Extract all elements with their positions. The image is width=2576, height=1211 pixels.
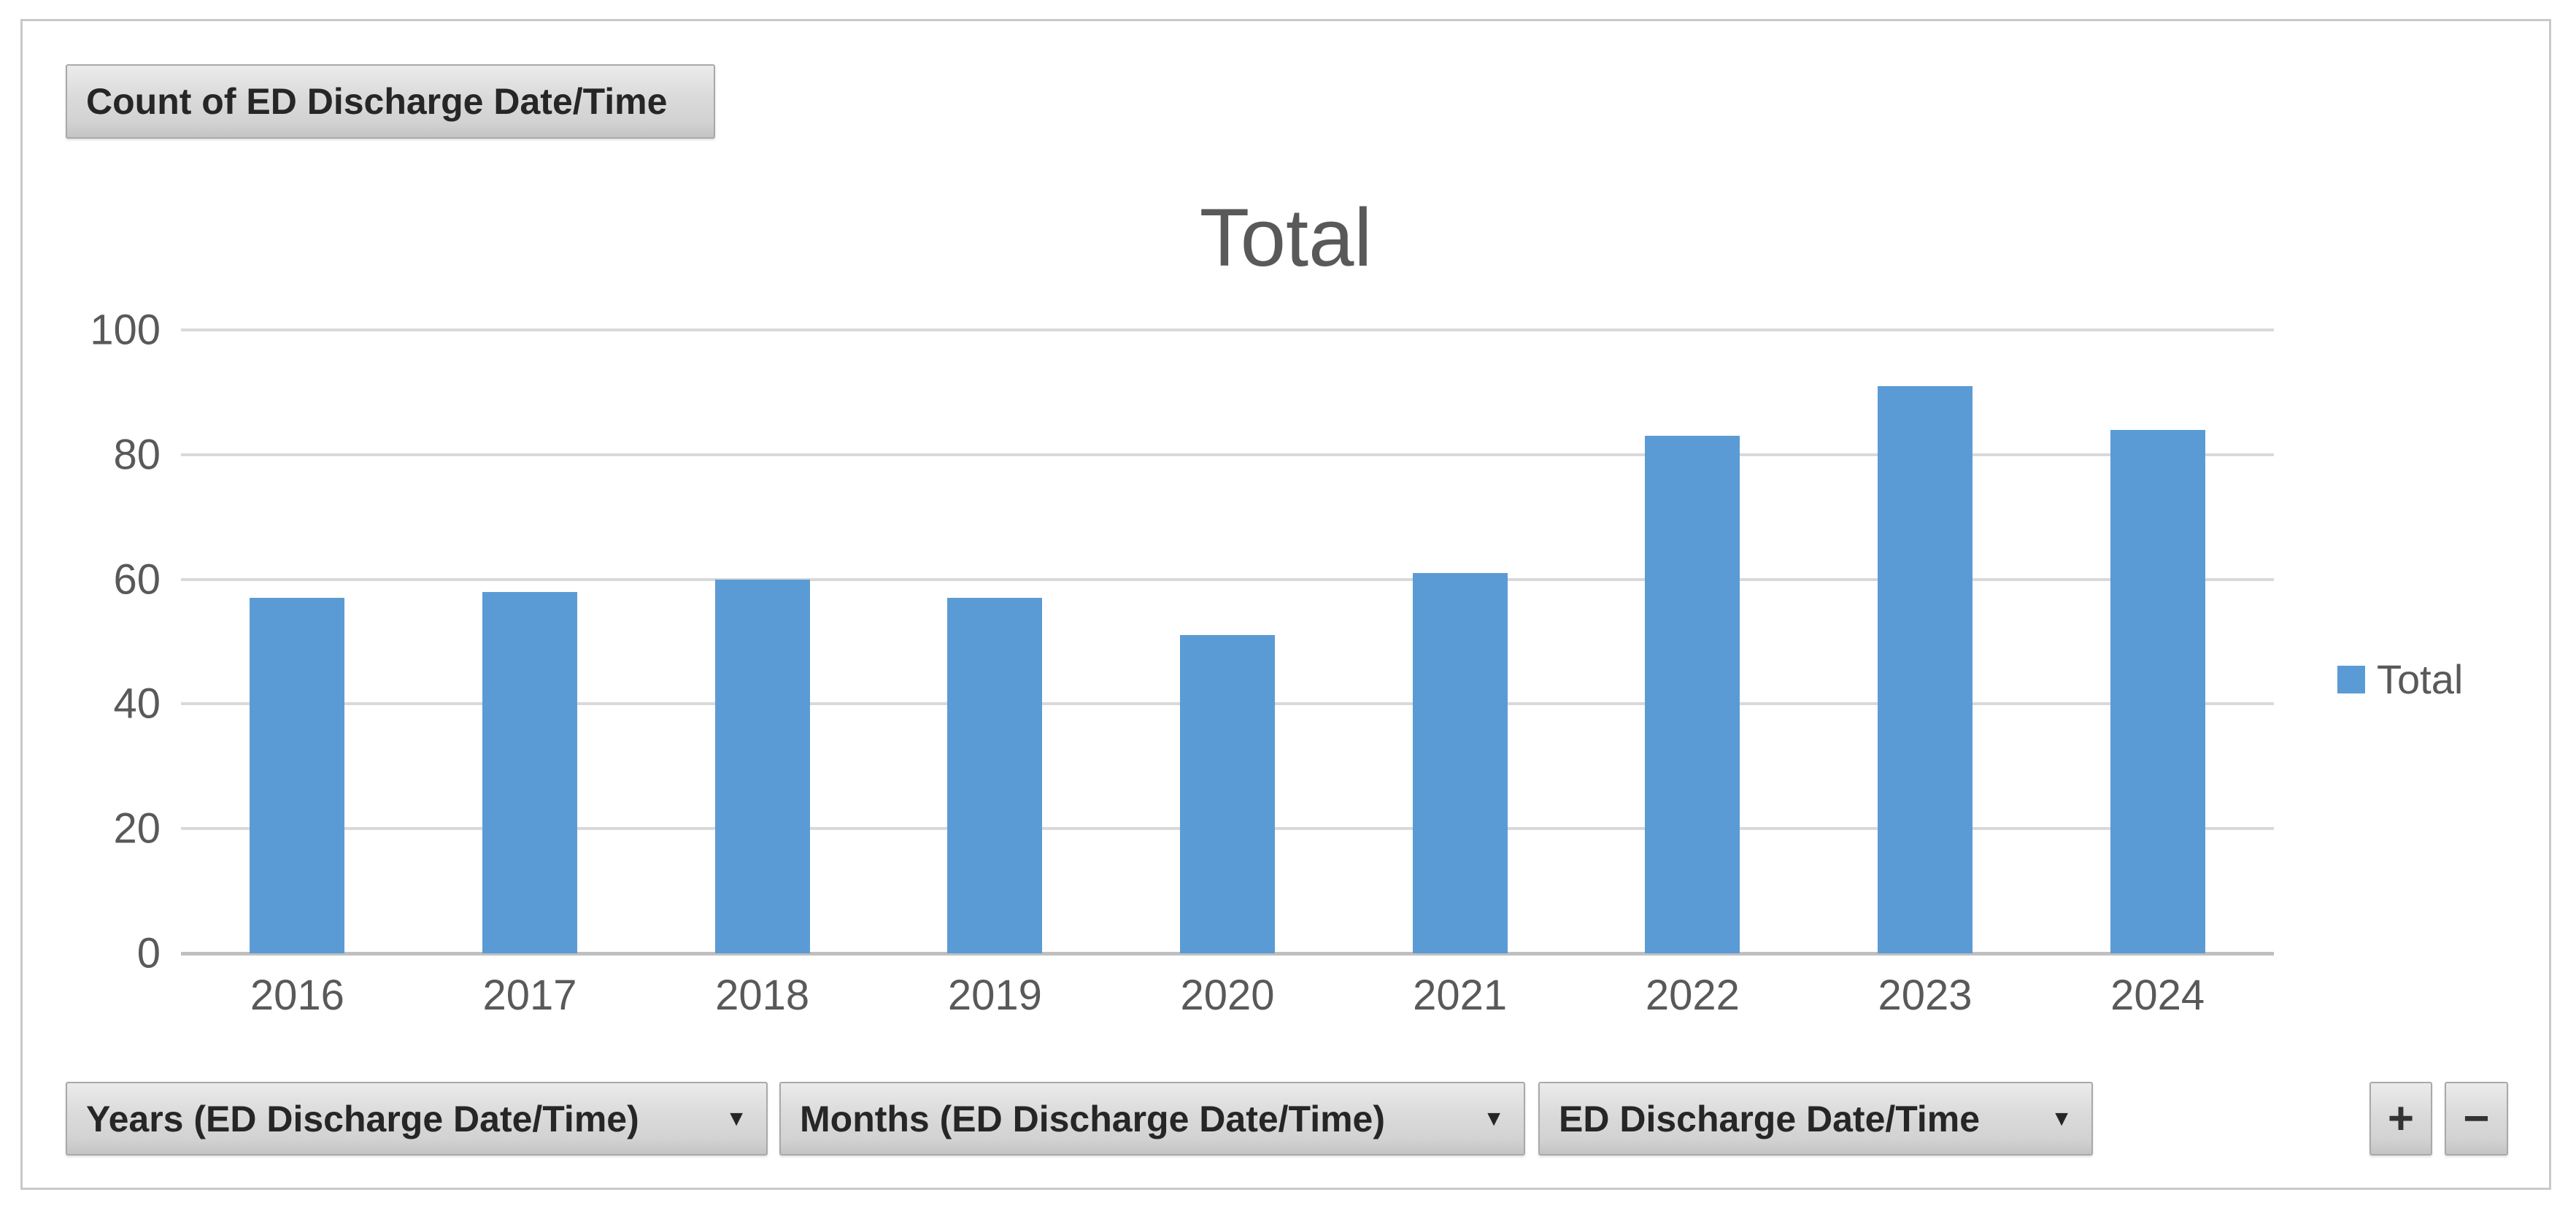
- x-tick-label-2021: 2021: [1413, 972, 1508, 1019]
- legend-label: Total: [2377, 656, 2464, 702]
- bar-2019: [947, 598, 1043, 953]
- x-tick-label-2024: 2024: [2110, 972, 2205, 1019]
- y-tick-label: 20: [113, 804, 161, 853]
- y-tick-label: 80: [113, 431, 161, 479]
- x-axis-line: [181, 952, 2274, 956]
- gridline: [181, 328, 2274, 332]
- dropdown-arrow-icon: ▼: [1483, 1106, 1505, 1131]
- x-tick-label-2020: 2020: [1180, 972, 1275, 1019]
- y-tick-label: 40: [113, 680, 161, 728]
- bar-2022: [1645, 436, 1740, 953]
- bar-2018: [714, 579, 810, 953]
- minus-icon: −: [2463, 1093, 2490, 1144]
- date-axis-field-button[interactable]: ED Discharge Date/Time ▼: [1538, 1082, 2093, 1156]
- gridline: [181, 577, 2274, 581]
- years-axis-field-button[interactable]: Years (ED Discharge Date/Time) ▼: [66, 1082, 768, 1156]
- collapse-field-button[interactable]: −: [2445, 1082, 2508, 1156]
- bar-2024: [2110, 429, 2205, 953]
- plot-area: [181, 328, 2274, 956]
- x-tick-label-2017: 2017: [482, 972, 577, 1019]
- date-axis-field-button-label: ED Discharge Date/Time: [1559, 1098, 1981, 1139]
- y-tick-label: 0: [136, 929, 161, 977]
- chart-title: Total: [1199, 192, 1373, 283]
- dropdown-arrow-icon: ▼: [2051, 1106, 2072, 1131]
- x-tick-label-2023: 2023: [1878, 972, 1973, 1019]
- legend-swatch-icon: [2337, 665, 2365, 693]
- years-axis-field-button-label: Years (ED Discharge Date/Time): [86, 1098, 639, 1139]
- y-tick-label: 60: [113, 555, 161, 604]
- x-tick-label-2018: 2018: [715, 972, 810, 1019]
- months-axis-field-button[interactable]: Months (ED Discharge Date/Time) ▼: [779, 1082, 1525, 1156]
- legend: Total: [2337, 656, 2463, 703]
- x-tick-label-2019: 2019: [947, 972, 1042, 1019]
- bar-2021: [1412, 573, 1508, 953]
- value-field-button-label: Count of ED Discharge Date/Time: [86, 81, 668, 122]
- months-axis-field-button-label: Months (ED Discharge Date/Time): [800, 1098, 1386, 1139]
- bar-2020: [1180, 635, 1275, 953]
- x-tick-label-2016: 2016: [250, 972, 344, 1019]
- gridline: [181, 453, 2274, 456]
- y-tick-label: 100: [90, 306, 161, 354]
- expand-field-button[interactable]: +: [2369, 1082, 2432, 1156]
- bar-2023: [1878, 385, 1973, 953]
- y-axis-tick-labels: 0 20 40 60 80 100: [29, 307, 161, 977]
- x-tick-label-2022: 2022: [1645, 972, 1740, 1019]
- plus-icon: +: [2387, 1093, 2415, 1144]
- bar-2017: [482, 591, 577, 953]
- value-field-button[interactable]: Count of ED Discharge Date/Time: [66, 64, 715, 139]
- x-axis-tick-labels: 2016 2017 2018 2019 2020 2021 2022 2023 2024: [181, 971, 2274, 1029]
- dropdown-arrow-icon: ▼: [725, 1106, 747, 1131]
- bar-2016: [250, 598, 345, 953]
